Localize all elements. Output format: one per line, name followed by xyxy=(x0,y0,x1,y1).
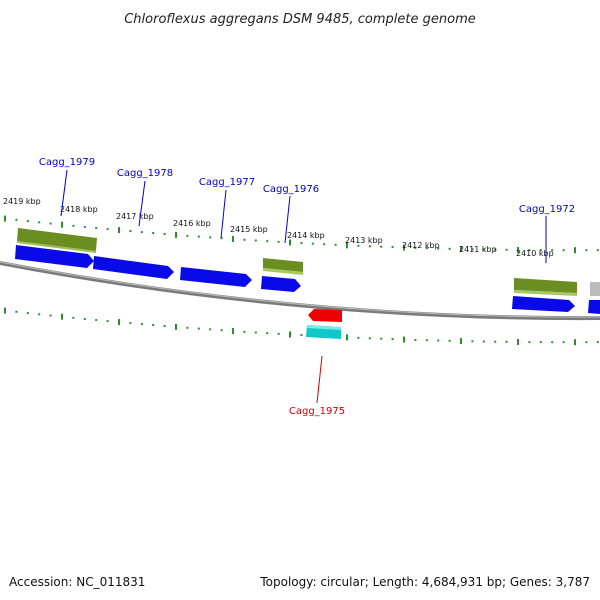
gene-label-cagg-1979[interactable]: Cagg_1979 xyxy=(39,157,95,168)
ruler-label: 2419 kbp xyxy=(3,197,41,206)
leader-line xyxy=(60,169,68,217)
ruler-label: 2411 kbp xyxy=(459,245,497,254)
ruler-labels: 2419 kbp 2418 kbp 2417 kbp 2416 kbp 2415… xyxy=(3,197,554,258)
genome-summary-text: Topology: circular; Length: 4,684,931 bp… xyxy=(259,575,590,589)
gene-feature-block-shade xyxy=(17,241,96,253)
map-title: Chloroflexus aggregans DSM 9485, complet… xyxy=(124,12,476,27)
gene-feature-block-shade xyxy=(514,290,577,296)
bottom-ruler-ticks xyxy=(4,307,599,346)
gene-feature-block[interactable] xyxy=(17,228,97,251)
cds-arrow[interactable] xyxy=(588,300,600,314)
cds-arrow[interactable] xyxy=(93,256,174,279)
cds-arrow[interactable] xyxy=(261,276,301,292)
gene-feature-block[interactable] xyxy=(514,278,577,293)
top-ruler-ticks xyxy=(4,215,599,254)
highlighted-gene-arrow[interactable] xyxy=(308,309,342,322)
gene-label-cagg-1975[interactable]: Cagg_1975 xyxy=(289,406,345,417)
gene-label-cagg-1976[interactable]: Cagg_1976 xyxy=(263,184,319,195)
cds-arrow[interactable] xyxy=(512,296,575,312)
forward-cds-arrows xyxy=(15,245,600,314)
gene-labels: Cagg_1979 Cagg_1978 Cagg_1977 Cagg_1976 … xyxy=(39,157,575,417)
gene-features xyxy=(17,228,600,296)
gene-feature-block-gray xyxy=(590,282,600,296)
gene-feature-block-shade xyxy=(263,268,303,275)
gene-label-leaders xyxy=(60,169,547,404)
leader-line xyxy=(138,180,146,227)
ruler-label: 2410 kbp xyxy=(516,249,554,258)
reverse-cds-block-shade xyxy=(307,325,341,330)
gene-label-cagg-1978[interactable]: Cagg_1978 xyxy=(117,168,173,179)
ruler-label: 2412 kbp xyxy=(402,241,440,250)
ruler-label: 2413 kbp xyxy=(345,236,383,245)
genome-backbone-highlight xyxy=(0,261,600,318)
reverse-cds xyxy=(306,309,342,339)
leader-line xyxy=(316,355,323,404)
gene-label-cagg-1972[interactable]: Cagg_1972 xyxy=(519,204,575,215)
gene-feature-block[interactable] xyxy=(263,258,303,272)
gene-label-cagg-1977[interactable]: Cagg_1977 xyxy=(199,177,255,188)
leader-line xyxy=(220,189,227,239)
ruler-label: 2414 kbp xyxy=(287,231,325,240)
cds-arrow[interactable] xyxy=(15,245,94,268)
genome-backbone xyxy=(0,261,600,321)
ruler-label: 2417 kbp xyxy=(116,212,154,221)
ruler-label: 2416 kbp xyxy=(173,219,211,228)
accession-text: Accession: NC_011831 xyxy=(9,575,145,589)
ruler-label: 2415 kbp xyxy=(230,225,268,234)
cds-arrow[interactable] xyxy=(180,267,252,287)
leader-line xyxy=(284,195,291,244)
ruler-label: 2418 kbp xyxy=(60,205,98,214)
